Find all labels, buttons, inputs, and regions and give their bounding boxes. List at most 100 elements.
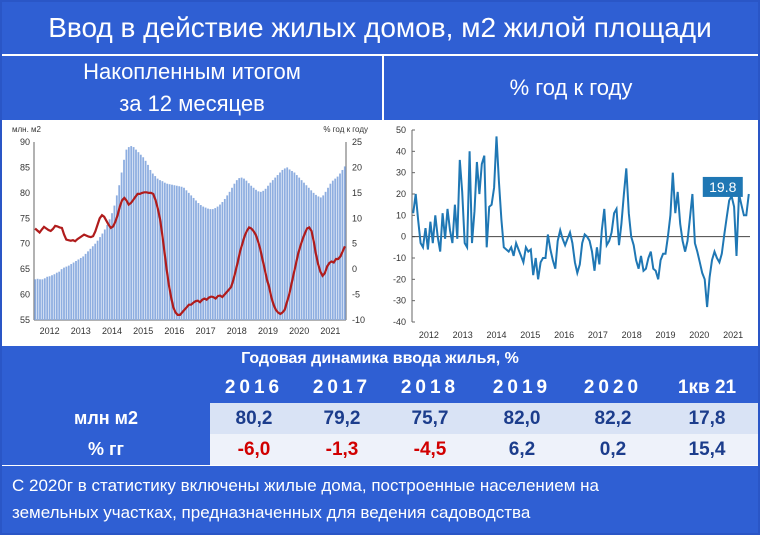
bar <box>53 274 56 320</box>
table-header-row: 2016 2017 2018 2019 2020 1кв 21 <box>2 372 758 403</box>
bar <box>36 278 39 320</box>
cumulative-chart: млн. м2 % год к году 55 60 65 70 75 80 85 90 -10 -5… <box>12 125 368 336</box>
col-header: 2018 <box>386 372 474 403</box>
table-cell: -4,5 <box>386 434 474 465</box>
bar <box>274 177 277 320</box>
bar <box>111 213 113 320</box>
bar <box>295 175 298 320</box>
bar <box>118 185 121 320</box>
bar <box>286 167 289 320</box>
bar <box>39 279 41 320</box>
y-tick-label: -20 <box>393 274 406 284</box>
table-cell: 0,2 <box>570 434 656 465</box>
x-tick-label: 2014 <box>102 326 122 336</box>
bar <box>115 195 118 320</box>
bar <box>238 178 241 320</box>
bar <box>245 180 248 320</box>
bar <box>343 166 346 320</box>
bar <box>341 169 344 320</box>
bar <box>329 183 332 320</box>
y-tick-label: 80 <box>20 188 30 198</box>
bar <box>48 276 51 320</box>
x-tick-label: 2021 <box>320 326 340 336</box>
bar <box>252 187 255 320</box>
footer-note: С 2020г в статистику включены жилые дома… <box>2 466 758 533</box>
bar <box>185 190 188 320</box>
table-cell: 82,2 <box>570 403 656 434</box>
bar <box>243 178 245 320</box>
footer-line2: земельных участках, предназначенных для … <box>12 503 531 522</box>
bar <box>159 180 161 320</box>
bar <box>199 205 202 320</box>
bar <box>264 188 267 320</box>
bar <box>310 190 313 320</box>
bar <box>58 271 61 320</box>
bar <box>276 175 279 320</box>
bar <box>125 149 128 320</box>
bar <box>291 170 293 320</box>
x-tick-label: 2016 <box>164 326 184 336</box>
annual-dynamics-table: 2016 2017 2018 2019 2020 1кв 21 млн м2 8… <box>2 372 758 465</box>
bar <box>91 246 94 320</box>
bar <box>262 190 265 320</box>
x-tick-label: 2019 <box>258 326 278 336</box>
table-cell: 75,7 <box>386 403 474 434</box>
left-heading-line1: Накопленным итогом <box>83 59 301 84</box>
bar <box>300 180 303 320</box>
bar <box>312 192 315 320</box>
bar <box>180 186 183 320</box>
table-cell: -1,3 <box>298 434 386 465</box>
bar <box>142 157 145 320</box>
bar <box>144 160 147 320</box>
x-tick-label: 2013 <box>71 326 91 336</box>
bar <box>197 203 200 320</box>
col-header: 1кв 21 <box>656 372 758 403</box>
bar <box>96 240 99 320</box>
x-tick-label: 2019 <box>655 330 675 340</box>
bar <box>130 146 133 320</box>
bar <box>166 183 169 320</box>
y2-tick-label: 25 <box>352 137 362 147</box>
bar <box>331 180 334 320</box>
bar <box>269 182 272 320</box>
bar <box>147 164 149 320</box>
bar <box>207 208 209 320</box>
x-tick-label: 2018 <box>227 326 247 336</box>
table-row: млн м2 80,2 79,2 75,7 82,0 82,2 17,8 <box>2 403 758 434</box>
bar <box>168 184 171 320</box>
bar <box>75 261 77 320</box>
bar <box>257 191 260 320</box>
y-tick-label: -10 <box>393 253 406 263</box>
slide-title: Ввод в действие жилых домов, м2 жилой пл… <box>2 2 758 56</box>
bar <box>279 172 281 320</box>
y-tick-label: 55 <box>20 315 30 325</box>
bar <box>77 259 80 320</box>
bar <box>154 176 157 320</box>
table-cell: 15,4 <box>656 434 758 465</box>
bar <box>216 206 219 320</box>
x-tick-label: 2020 <box>289 326 309 336</box>
y2-tick-label: -5 <box>352 290 360 300</box>
yoy-chart-box: -40 -30 -20 -10 0 10 20 30 40 50 19.8 2012 2013 2014 2… <box>386 120 756 344</box>
x-tick-label: 2015 <box>520 330 540 340</box>
y-tick-label: -30 <box>393 296 406 306</box>
y-tick-label: -40 <box>393 317 406 327</box>
bar <box>211 209 214 320</box>
bar <box>307 187 310 320</box>
footer-line1: С 2020г в статистику включены жилые дома… <box>12 476 600 495</box>
bar <box>231 187 233 320</box>
y-tick-label: 0 <box>401 232 406 242</box>
table-cell: 82,0 <box>474 403 570 434</box>
bar <box>223 198 226 320</box>
bar <box>149 169 152 320</box>
bar <box>123 159 125 320</box>
y-tick-label: 70 <box>20 239 30 249</box>
table-row: % гг -6,0 -1,3 -4,5 6,2 0,2 15,4 <box>2 434 758 465</box>
y-tick-label: 30 <box>396 168 406 178</box>
bar <box>173 185 176 320</box>
bar <box>183 187 185 320</box>
bar <box>233 183 236 320</box>
x-tick-label: 2017 <box>196 326 216 336</box>
x-tick-label: 2017 <box>588 330 608 340</box>
